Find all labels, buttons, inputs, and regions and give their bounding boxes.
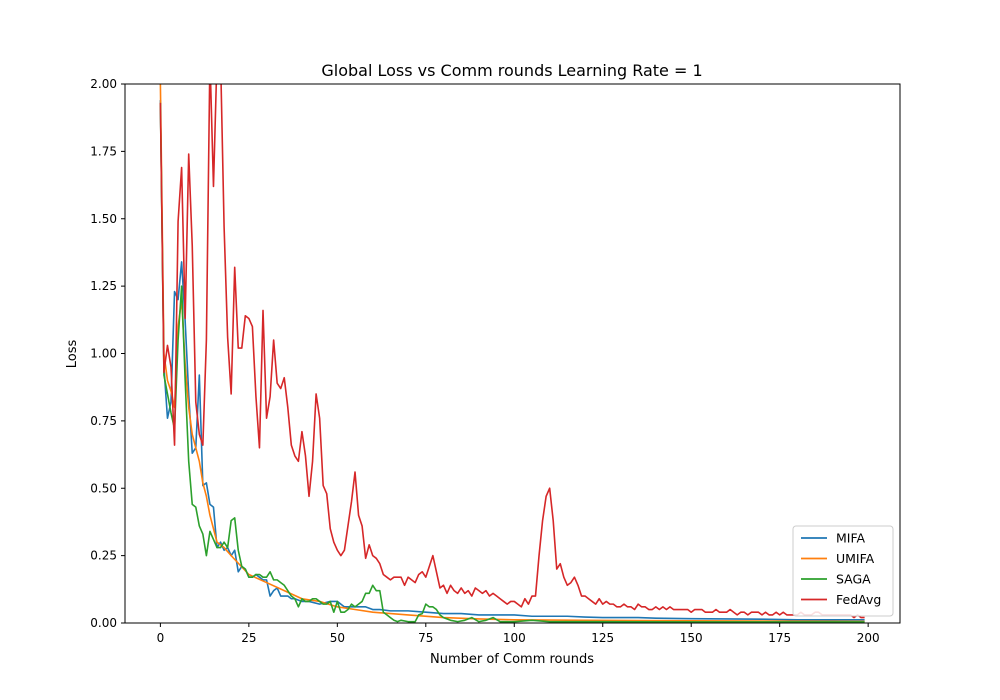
y-tick-label: 0.25 <box>90 549 117 563</box>
legend-label-umifa: UMIFA <box>836 551 875 566</box>
series-layer <box>159 84 865 623</box>
x-tick-label: 150 <box>680 631 703 645</box>
legend-label-saga: SAGA <box>836 572 871 587</box>
y-tick-label: 0.50 <box>90 481 117 495</box>
legend-label-mifa: MIFA <box>836 531 866 546</box>
x-tick-label: 50 <box>330 631 345 645</box>
y-tick-label: 0.00 <box>90 616 117 630</box>
x-axis-label: Number of Comm rounds <box>430 652 594 667</box>
y-tick-label: 1.00 <box>90 347 117 361</box>
legend-label-fedavg: FedAvg <box>836 592 881 607</box>
chart-title: Global Loss vs Comm rounds Learning Rate… <box>321 61 702 80</box>
y-tick-label: 1.25 <box>90 279 117 293</box>
x-tick-label: 100 <box>503 631 526 645</box>
x-tick-label: 0 <box>157 631 165 645</box>
legend-box <box>792 525 894 617</box>
y-axis: 0.00 0.25 0.50 0.75 1.00 1.25 1.50 1.75 2.00 <box>90 77 125 630</box>
series-line-saga <box>159 102 865 623</box>
series-line-mifa <box>159 100 865 621</box>
x-axis: 0 25 50 75 100 125 150 175 200 <box>157 623 880 645</box>
legend: MIFA UMIFA SAGA FedAvg <box>792 525 894 617</box>
y-tick-label: 1.75 <box>90 144 117 158</box>
series-line-fedavg <box>159 84 865 619</box>
y-tick-label: 0.75 <box>90 414 117 428</box>
x-tick-label: 25 <box>241 631 256 645</box>
x-tick-label: 125 <box>591 631 614 645</box>
y-tick-label: 1.50 <box>90 212 117 226</box>
x-tick-label: 75 <box>418 631 433 645</box>
x-tick-label: 200 <box>857 631 880 645</box>
y-axis-label: Loss <box>65 340 80 369</box>
x-tick-label: 175 <box>768 631 791 645</box>
y-tick-label: 2.00 <box>90 77 117 91</box>
